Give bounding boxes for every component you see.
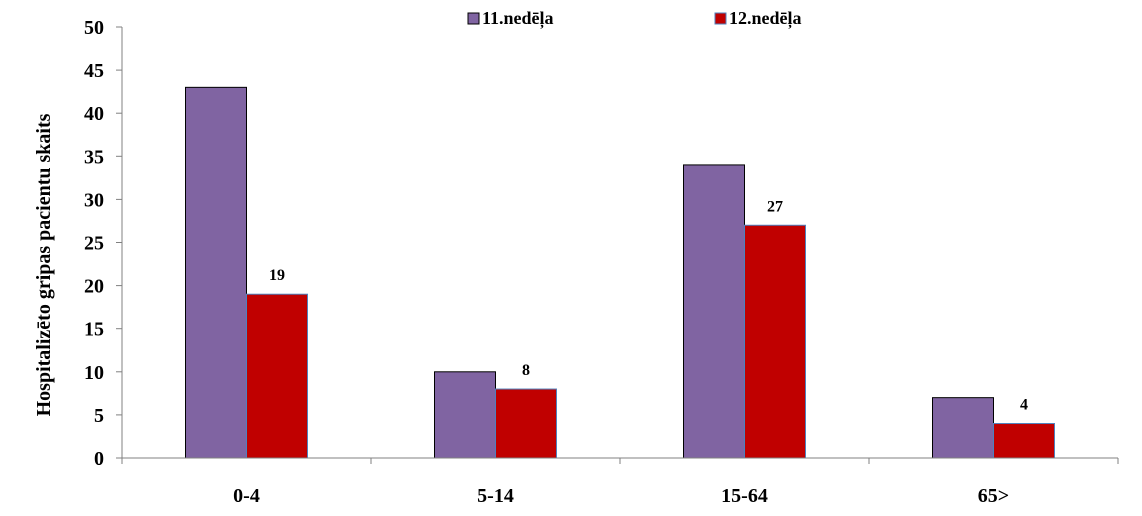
bar-2-5-14 — [495, 388, 557, 459]
y-tick-label: 15 — [84, 319, 104, 341]
y-tick-label: 30 — [84, 189, 104, 211]
legend-label: 12.nedēļa — [729, 8, 802, 29]
legend-label: 11.nedēļa — [482, 8, 554, 29]
data-label: 27 — [767, 198, 783, 215]
y-tick-label: 45 — [84, 60, 104, 82]
y-tick-label: 50 — [84, 17, 104, 39]
y-tick-label: 35 — [84, 146, 104, 168]
x-category-label: 5-14 — [477, 485, 514, 507]
y-tick-label: 0 — [94, 448, 104, 470]
y-tick-label: 25 — [84, 233, 104, 255]
x-category-label: 65> — [978, 485, 1009, 507]
bar-2-15-64 — [744, 224, 806, 459]
legend: 11.nedēļa 12.nedēļa — [467, 8, 802, 29]
bar-1-0-4 — [185, 86, 247, 459]
data-label: 8 — [522, 362, 530, 379]
bar-2-0-4 — [246, 293, 308, 459]
y-tick-label: 40 — [84, 103, 104, 125]
bar-1-65> — [932, 397, 994, 459]
bar-1-5-14 — [434, 371, 496, 459]
legend-swatch — [467, 12, 480, 25]
legend-swatch — [714, 12, 727, 25]
axes — [121, 27, 1118, 459]
y-tick-label: 10 — [84, 362, 104, 384]
bar-2-65> — [993, 423, 1055, 459]
data-labels: 19 8 27 4 — [269, 198, 1028, 413]
data-label: 19 — [269, 267, 285, 284]
x-category-label: 15-64 — [721, 485, 768, 507]
bars — [185, 86, 1055, 459]
bar-1-15-64 — [683, 164, 745, 459]
x-category-label: 0-4 — [233, 485, 260, 507]
y-axis-ticks: 0 5 10 15 20 25 30 35 40 45 50 — [84, 17, 122, 470]
y-tick-label: 5 — [94, 405, 104, 427]
x-axis-labels: 0-4 5-14 15-64 65> — [121, 458, 1119, 507]
y-tick-label: 20 — [84, 276, 104, 298]
y-axis-title: Hospitalizēto gripas pacientu skaits — [33, 113, 55, 416]
data-label: 4 — [1020, 397, 1028, 414]
